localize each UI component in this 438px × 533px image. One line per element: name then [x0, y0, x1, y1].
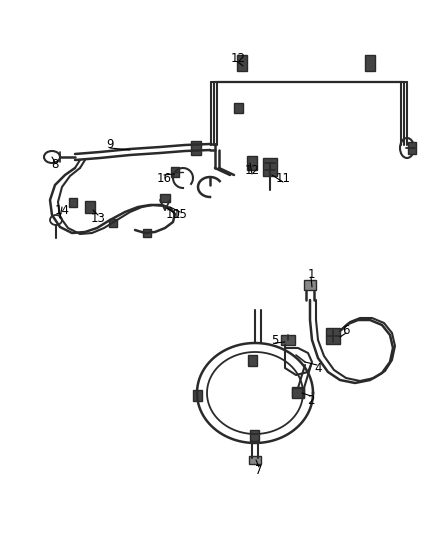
Text: 6: 6 [342, 324, 350, 336]
Text: 16: 16 [156, 172, 172, 184]
Text: 1: 1 [307, 268, 315, 280]
Ellipse shape [50, 215, 62, 225]
Text: 13: 13 [91, 212, 106, 224]
Text: 10: 10 [166, 208, 180, 222]
Bar [292, 387, 304, 397]
Bar [304, 280, 316, 290]
Text: 12: 12 [230, 52, 246, 64]
Text: 2: 2 [307, 393, 315, 407]
Bar [85, 201, 95, 213]
Bar [281, 335, 295, 345]
Bar [191, 141, 201, 155]
Text: 5: 5 [271, 334, 279, 346]
Bar [247, 354, 257, 366]
Text: 14: 14 [54, 204, 70, 216]
Bar [250, 430, 258, 440]
Text: 15: 15 [173, 208, 187, 222]
Bar [109, 219, 117, 227]
Bar [192, 390, 201, 400]
Bar [69, 198, 77, 206]
Text: 4: 4 [314, 361, 322, 375]
Text: 12: 12 [244, 164, 259, 176]
Bar [249, 456, 261, 464]
Bar [171, 167, 179, 177]
Bar [365, 55, 375, 71]
Bar [292, 388, 304, 398]
Ellipse shape [400, 138, 414, 158]
Text: 7: 7 [255, 464, 263, 477]
Bar [263, 158, 277, 176]
Text: 9: 9 [106, 139, 114, 151]
Bar [233, 103, 243, 113]
Bar [408, 142, 416, 154]
Text: 11: 11 [276, 172, 290, 184]
Bar [143, 229, 151, 237]
Bar [326, 328, 340, 344]
Ellipse shape [44, 151, 60, 163]
Text: 8: 8 [51, 158, 59, 172]
Bar [160, 194, 170, 202]
Bar [247, 156, 257, 170]
Bar [237, 55, 247, 71]
